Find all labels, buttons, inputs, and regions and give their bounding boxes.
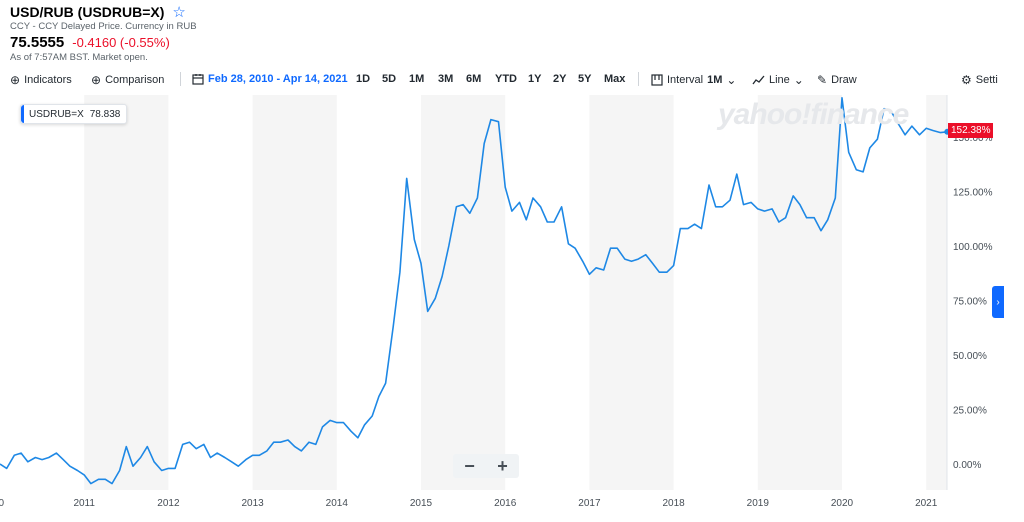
plus-icon[interactable]: + xyxy=(497,455,508,476)
settings-label: Setti xyxy=(975,74,998,86)
range-1m[interactable]: 1M xyxy=(409,73,425,85)
range-ytd[interactable]: YTD xyxy=(495,73,517,85)
range-1y[interactable]: 1Y xyxy=(528,73,542,85)
y-tick-label: 75.00% xyxy=(953,297,987,308)
date-range-button[interactable]: Feb 28, 2010 - Apr 14, 2021 xyxy=(192,73,348,85)
x-tick-label: 0 xyxy=(0,498,4,509)
comparison-button[interactable]: ⊕ Comparison xyxy=(91,73,164,87)
range-6m[interactable]: 6M xyxy=(466,73,482,85)
legend-value: 78.838 xyxy=(89,108,121,120)
year-band xyxy=(757,95,842,490)
indicators-label: Indicators xyxy=(24,74,72,86)
calendar-icon xyxy=(192,74,204,85)
last-value-tag: 152.38% xyxy=(948,123,994,138)
range-2y[interactable]: 2Y xyxy=(553,73,567,85)
interval-label: Interval xyxy=(667,74,704,86)
draw-icon: ✎ xyxy=(817,73,828,87)
quote-header: USD/RUB (USDRUB=X) ☆ CCY - CCY Delayed P… xyxy=(10,4,197,63)
chart-type-button[interactable]: Line ⌄ xyxy=(752,73,804,87)
chart-toolbar: ⊕ Indicators ⊕ Comparison Feb 28, 2010 -… xyxy=(0,70,1024,90)
x-tick-label: 2016 xyxy=(494,498,517,509)
x-axis: 0 2011 2012 2013 2014 2015 2016 2017 2018 2019 202… xyxy=(0,498,938,509)
x-tick-label: 2014 xyxy=(326,498,349,509)
comparison-label: Comparison xyxy=(105,74,165,86)
yahoo-finance-watermark: yahoo!finance xyxy=(718,98,909,131)
current-price: 75.5555 xyxy=(10,34,65,51)
x-tick-label: 2015 xyxy=(410,498,433,509)
range-3m[interactable]: 3M xyxy=(438,73,454,85)
indicators-button[interactable]: ⊕ Indicators xyxy=(10,73,72,87)
year-band xyxy=(84,95,169,490)
y-tick-label: 0.00% xyxy=(953,460,981,471)
y-tick-label: 25.00% xyxy=(953,406,987,417)
range-5y[interactable]: 5Y xyxy=(578,73,592,85)
chevron-down-icon: ⌄ xyxy=(726,73,737,87)
year-bands xyxy=(84,95,948,490)
series-line xyxy=(0,97,948,485)
x-tick-label: 2021 xyxy=(915,498,938,509)
quote-subtitle: CCY - CCY Delayed Price. Currency in RUB xyxy=(10,21,197,32)
y-tick-label: 150.00% xyxy=(953,133,993,144)
x-tick-label: 2011 xyxy=(73,498,95,509)
chevron-right-icon[interactable]: › xyxy=(992,286,1004,318)
gear-icon: ⚙ xyxy=(961,73,972,87)
chevron-down-icon: ⌄ xyxy=(793,73,804,87)
legend-symbol: USDRUB=X xyxy=(29,108,84,120)
price-change: -0.4160 (-0.55%) xyxy=(72,35,170,50)
star-icon[interactable]: ☆ xyxy=(172,3,186,21)
range-5d[interactable]: 5D xyxy=(382,73,397,85)
divider xyxy=(180,72,181,86)
market-status: As of 7:57AM BST. Market open. xyxy=(10,52,148,63)
line-chart-icon xyxy=(752,75,765,85)
interval-icon xyxy=(651,74,663,86)
series-legend[interactable]: USDRUB=X 78.838 xyxy=(20,104,128,124)
zoom-controls: − + xyxy=(453,454,519,478)
year-band xyxy=(926,95,947,490)
range-1d[interactable]: 1D xyxy=(356,73,371,85)
legend-color-swatch xyxy=(21,105,24,123)
interval-value: 1M xyxy=(707,74,723,86)
year-band xyxy=(589,95,674,490)
quote-title: USD/RUB (USDRUB=X) xyxy=(10,4,165,20)
date-range-label: Feb 28, 2010 - Apr 14, 2021 xyxy=(208,73,348,85)
plus-circle-icon: ⊕ xyxy=(10,73,21,87)
year-band xyxy=(252,95,337,490)
interval-button[interactable]: Interval 1M ⌄ xyxy=(651,73,736,87)
y-axis: 0.00% 25.00% 50.00% 75.00% 100.00% 125.00% 150… xyxy=(953,133,993,471)
range-max[interactable]: Max xyxy=(604,73,626,85)
x-tick-label: 2020 xyxy=(831,498,854,509)
y-tick-label: 125.00% xyxy=(953,188,993,199)
draw-label: Draw xyxy=(831,74,857,86)
x-tick-label: 2012 xyxy=(157,498,180,509)
y-tick-label: 50.00% xyxy=(953,351,987,362)
draw-button[interactable]: ✎ Draw xyxy=(817,73,857,87)
x-tick-label: 2017 xyxy=(578,498,601,509)
year-band xyxy=(421,95,506,490)
divider xyxy=(638,72,639,86)
plus-circle-icon: ⊕ xyxy=(91,73,102,87)
x-tick-label: 2013 xyxy=(241,498,264,509)
minus-icon[interactable]: − xyxy=(464,455,475,476)
settings-button[interactable]: ⚙ Setti xyxy=(961,73,998,87)
y-tick-label: 100.00% xyxy=(953,242,993,253)
x-tick-label: 2018 xyxy=(662,498,685,509)
chart-type-label: Line xyxy=(769,74,790,86)
x-tick-label: 2019 xyxy=(747,498,770,509)
